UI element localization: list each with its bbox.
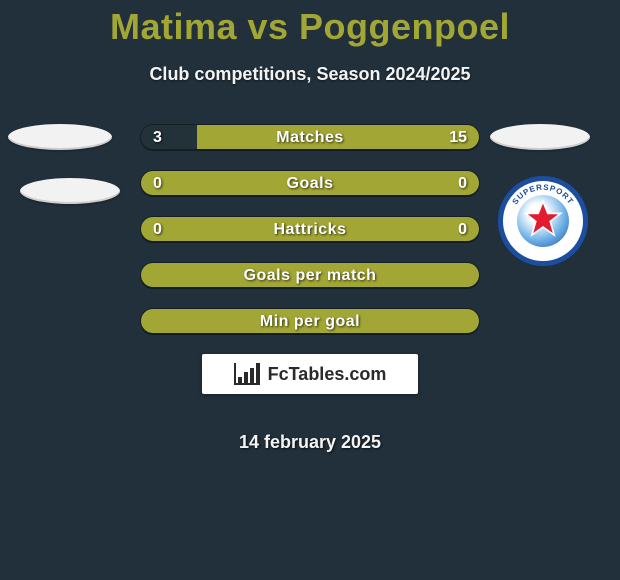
stat-row: Min per goal [140,308,480,334]
stat-segment-left [141,309,310,333]
stat-segment-right [310,171,479,195]
page-root: Matima vs Poggenpoel Club competitions, … [0,0,620,580]
brand-box[interactable]: FcTables.com [202,354,418,394]
date-text: 14 february 2025 [239,432,381,453]
stat-segment-right [310,309,479,333]
stat-segment-left [141,125,197,149]
stat-row: Matches315 [140,124,480,150]
stats-container: Matches315 Goals00 Hattricks00 Goals per ma… [0,124,620,453]
stat-segment-right [310,263,479,287]
stat-row: Goals00 [140,170,480,196]
bar-chart-icon [234,363,260,385]
stat-row: Goals per match [140,262,480,288]
stat-row: Hattricks00 [140,216,480,242]
page-title: Matima vs Poggenpoel [0,0,620,48]
page-subtitle: Club competitions, Season 2024/2025 [0,64,620,85]
stat-segment-left [141,217,310,241]
stat-segment-left [141,171,310,195]
stat-segment-right [197,125,479,149]
stat-segment-left [141,263,310,287]
brand-text: FcTables.com [268,364,387,385]
stat-segment-right [310,217,479,241]
